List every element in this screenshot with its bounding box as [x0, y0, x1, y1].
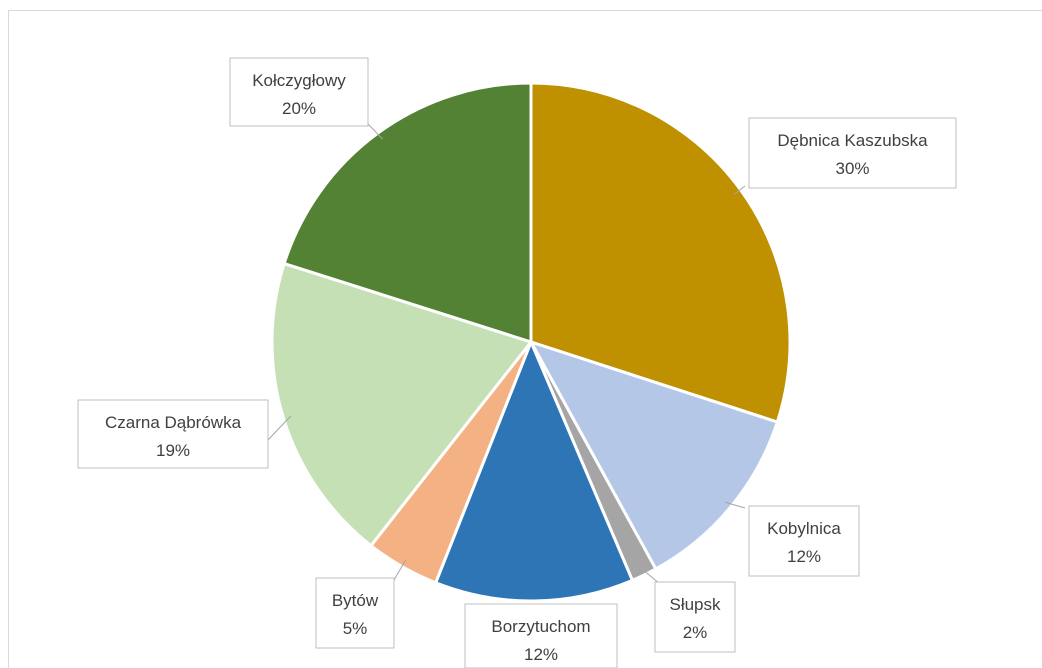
data-label-percent: 5% — [343, 619, 368, 638]
data-label-category: Kobylnica — [767, 519, 841, 538]
data-label-2: Słupsk 2% — [654, 581, 736, 653]
data-label-category: Dębnica Kaszubska — [777, 131, 928, 150]
data-label-category: Bytów — [332, 591, 379, 610]
data-labels: Dębnica Kaszubska 30% Kobylnica 12% Słupsk 2%… — [77, 57, 957, 668]
leader-line-6 — [367, 123, 384, 140]
data-label-box — [464, 603, 618, 668]
data-label-percent: 19% — [156, 441, 190, 460]
data-label-box — [748, 117, 957, 189]
data-label-category: Kołczygłowy — [252, 71, 346, 90]
pie-slice-3[interactable] — [434, 340, 634, 603]
data-label-box — [77, 399, 269, 469]
pie-slice-5[interactable] — [270, 262, 533, 548]
data-label-3: Borzytuchom 12% — [464, 603, 618, 668]
leader-line-2 — [640, 567, 661, 585]
data-label-category: Czarna Dąbrówka — [105, 413, 242, 432]
data-label-category: Słupsk — [669, 595, 721, 614]
leader-line-4 — [393, 559, 407, 581]
data-label-5: Czarna Dąbrówka 19% — [77, 399, 269, 469]
pie-slice-6[interactable] — [282, 81, 533, 344]
data-label-box — [654, 581, 736, 653]
data-label-0: Dębnica Kaszubska 30% — [748, 117, 957, 189]
data-label-1: Kobylnica 12% — [748, 505, 860, 577]
pie-slice-1[interactable] — [529, 340, 779, 571]
chart-area — [8, 10, 1042, 668]
data-label-6: Kołczygłowy 20% — [229, 57, 369, 127]
data-label-percent: 20% — [282, 99, 316, 118]
data-label-box — [748, 505, 860, 577]
data-label-percent: 2% — [683, 623, 708, 642]
leader-line-5 — [267, 415, 292, 441]
pie-slices — [270, 81, 792, 603]
data-label-box — [315, 577, 395, 649]
leader-line-0 — [733, 185, 746, 195]
data-label-percent: 12% — [524, 645, 558, 664]
data-label-box — [229, 57, 369, 127]
data-label-percent: 30% — [835, 159, 869, 178]
leader-line-1 — [724, 501, 746, 509]
leader-lines — [267, 123, 746, 585]
data-label-category: Borzytuchom — [491, 617, 590, 636]
data-label-percent: 12% — [787, 547, 821, 566]
data-label-4: Bytów 5% — [315, 577, 395, 649]
